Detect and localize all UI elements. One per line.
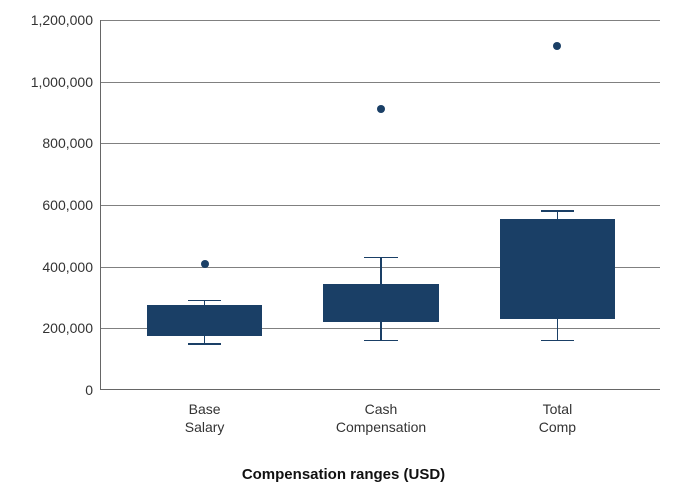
gridline [101,82,660,83]
whisker-cap-lower [188,343,222,345]
compensation-boxplot: 0 200,000 400,000 600,000 800,000 1,000,000 1,… [0,0,687,501]
whisker-cap-lower [541,340,575,342]
whisker-cap-upper [188,300,222,302]
whisker-upper [380,257,382,283]
gridline [101,20,660,21]
whisker-cap-lower [364,340,398,342]
gridline [101,143,660,144]
box [323,284,439,323]
y-tick-label: 400,000 [42,259,93,275]
gridline [101,205,660,206]
x-tick-label: Base Salary [185,401,225,436]
whisker-lower [380,322,382,341]
box [500,219,616,319]
outlier-point [201,260,209,268]
box [147,305,263,336]
plot-area: 0200,000400,000600,000800,0001,000,0001,… [100,20,660,390]
outlier-point [553,42,561,50]
x-tick-label: Cash Compensation [336,401,426,436]
x-tick-label: Total Comp [539,401,576,436]
whisker-cap-upper [364,257,398,259]
whisker-cap-upper [541,210,575,212]
y-tick-label: 800,000 [42,135,93,151]
x-axis-label: Compensation ranges (USD) [0,466,687,483]
y-tick-label: 600,000 [42,197,93,213]
outlier-point [377,105,385,113]
whisker-lower [557,319,559,341]
y-tick-label: 1,200,000 [31,12,93,28]
y-tick-label: 0 [85,382,93,398]
y-tick-label: 1,000,000 [31,74,93,90]
whisker-upper [557,211,559,219]
y-tick-label: 200,000 [42,320,93,336]
